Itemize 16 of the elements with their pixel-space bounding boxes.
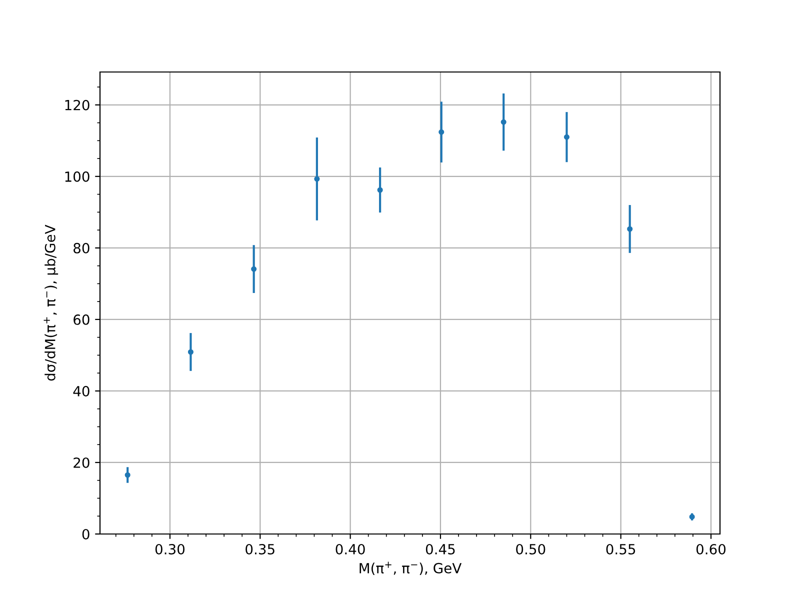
- x-tick-label: 0.40: [336, 544, 365, 554]
- y-tick-label: 60: [74, 314, 90, 325]
- x-tick-label: 0.60: [696, 544, 726, 554]
- x-axis-title: M(π$^{+}$, π$^{−}$), GeV: [360, 562, 462, 576]
- x-tick-label: 0.55: [606, 544, 636, 554]
- y-tick-label: 20: [74, 457, 90, 468]
- y-tick-label: 100: [65, 171, 90, 182]
- y-tick-label: 120: [65, 100, 90, 110]
- y-tick-label: 40: [73, 386, 90, 396]
- x-tick-label: 0.35: [246, 544, 274, 554]
- x-tick-label: 0.50: [516, 544, 546, 554]
- x-tick-label: 0.30: [155, 544, 185, 554]
- x-tick-label: 0.45: [426, 544, 455, 554]
- y-axis-title: dσ/dM(π$^{+}$, π$^{−}$), μb/GeV: [44, 224, 58, 381]
- y-tick-label: 80: [74, 242, 90, 254]
- y-tick-label: 0: [82, 528, 90, 540]
